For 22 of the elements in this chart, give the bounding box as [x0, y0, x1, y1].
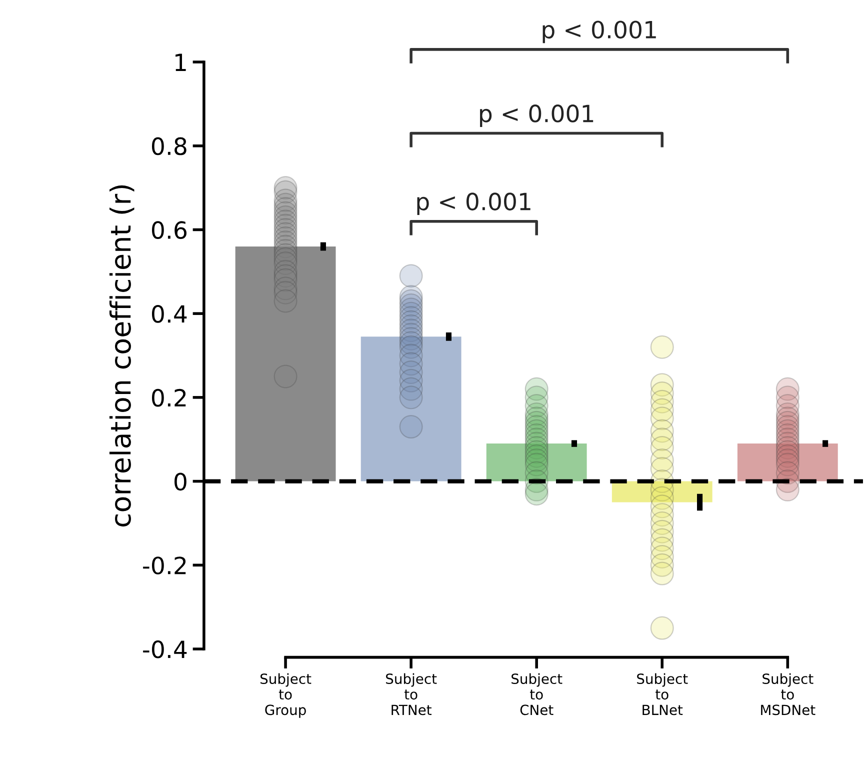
- x-tick-label: Subject to Group: [260, 673, 312, 718]
- bar: [486, 444, 587, 482]
- bar: [737, 444, 838, 482]
- y-tick-label: 0.4: [152, 305, 187, 323]
- bar: [612, 481, 712, 502]
- y-tick-label: 0.2: [152, 388, 186, 407]
- annotation: p < 0.001: [480, 104, 594, 127]
- bar: [235, 246, 336, 482]
- y-axis-title: correlation coefficient (r): [109, 185, 134, 526]
- y-tick-label: 1: [176, 54, 186, 71]
- x-tick-label: Subject to RTNet: [386, 673, 437, 716]
- y-tick-label: 0: [174, 472, 186, 491]
- y-tick-label: 0.8: [152, 137, 186, 156]
- x-tick-label: Subject to BLNet: [637, 673, 688, 716]
- x-tick-label: Subject to CNet: [512, 673, 562, 716]
- y-tick-label: -0.4: [143, 640, 187, 658]
- text: p < 0.001: [542, 20, 656, 44]
- bar: [360, 336, 462, 482]
- y-tick-label: 0.6: [152, 221, 186, 240]
- x-tick-label: Subject to MSDNet: [761, 673, 816, 716]
- annotation: p < 0.001: [417, 192, 530, 216]
- y-tick-label: -0.2: [143, 556, 186, 574]
